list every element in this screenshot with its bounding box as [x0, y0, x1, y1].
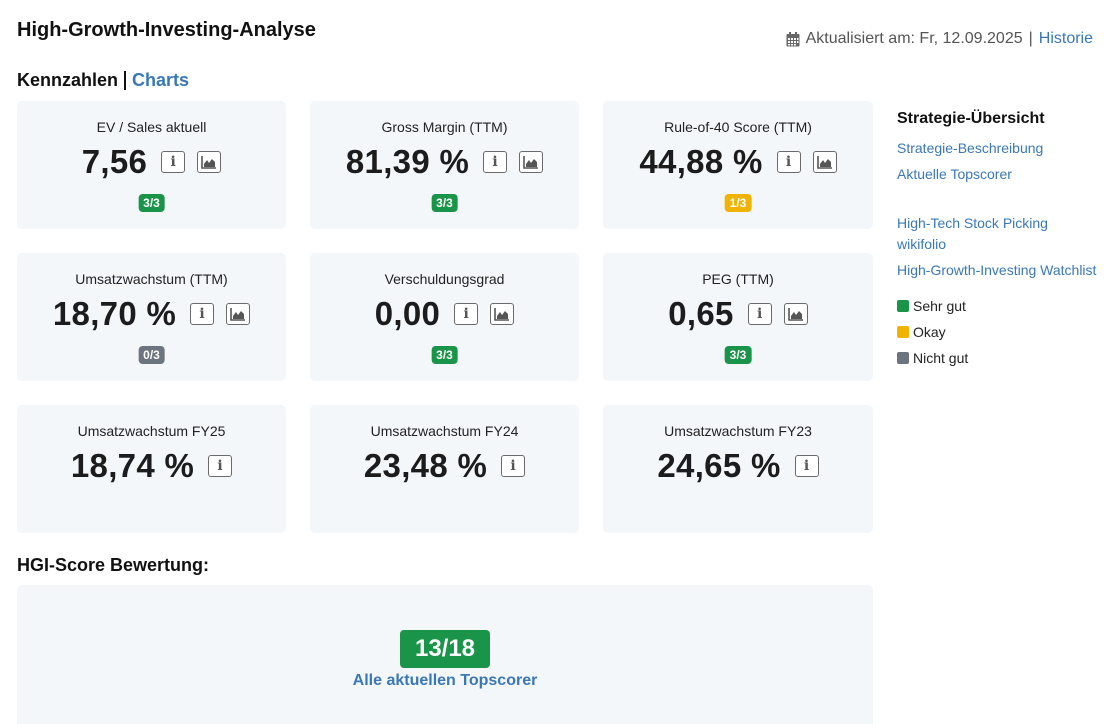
info-icon[interactable]: i [501, 455, 526, 477]
metric-label: EV / Sales aktuell [96, 119, 207, 135]
chart-icon[interactable] [519, 151, 544, 173]
legend-label: Sehr gut [913, 298, 966, 314]
metric-card: Verschuldungsgrad 0,00 i 3/3 [310, 253, 579, 381]
sidebar-title: Strategie-Übersicht [897, 110, 1045, 127]
watchlist-link[interactable]: High-Growth-Investing Watchlist [897, 262, 1097, 278]
chart-icon[interactable] [812, 151, 837, 173]
metric-value: 7,56 [81, 143, 148, 180]
metric-value: 24,65 % [657, 447, 781, 484]
score-badge: 1/3 [724, 194, 752, 212]
metric-label: Umsatzwachstum FY23 [664, 423, 812, 439]
score-badge: 0/3 [138, 346, 165, 364]
metric-card: Umsatzwachstum FY24 23,48 % i [310, 405, 579, 533]
metric-card: Umsatzwachstum FY23 24,65 % i [603, 405, 873, 533]
legend-item: Sehr gut [897, 293, 1097, 319]
hgi-score-title: HGI-Score Bewertung: [17, 555, 210, 575]
info-icon[interactable]: i [483, 151, 508, 173]
legend-label: Nicht gut [913, 350, 969, 366]
info-icon[interactable]: i [208, 455, 233, 477]
metric-value: 0,65 [668, 295, 734, 332]
metric-label: Verschuldungsgrad [384, 271, 505, 287]
metric-value: 44,88 % [639, 143, 763, 180]
metric-value: 18,70 % [52, 295, 177, 332]
legend-swatch [897, 326, 909, 338]
separator: | [1028, 30, 1033, 47]
chart-icon[interactable] [490, 303, 515, 325]
hgi-score-badge: 13/18 [400, 630, 490, 668]
metric-cards: EV / Sales aktuell 7,56 i 3/3 Gross Margin (… [17, 101, 873, 533]
strategy-description-link[interactable]: Strategie-Beschreibung [897, 140, 1044, 156]
metric-label: Rule-of-40 Score (TTM) [664, 119, 812, 135]
page-title: High-Growth-Investing-Analyse [17, 19, 316, 41]
metric-card: Rule-of-40 Score (TTM) 44,88 % i 1/3 [603, 101, 873, 229]
all-topscorer-link[interactable]: Alle aktuellen Topscorer [352, 672, 538, 689]
info-icon[interactable]: i [747, 303, 772, 325]
last-updated: Aktualisiert am: Fr, 12.09.2025 | Histor… [786, 30, 1093, 48]
chart-icon[interactable] [226, 303, 251, 325]
metric-label: Umsatzwachstum FY24 [370, 423, 519, 439]
legend-swatch [897, 300, 909, 312]
info-icon[interactable]: i [454, 303, 479, 325]
score-badge: 3/3 [431, 346, 458, 364]
metric-value: 23,48 % [363, 447, 488, 484]
metric-value: 81,39 % [345, 143, 470, 180]
legend-swatch [897, 352, 909, 364]
metric-label: Umsatzwachstum (TTM) [75, 271, 228, 287]
metric-card: EV / Sales aktuell 7,56 i 3/3 [17, 101, 286, 229]
metric-card: Umsatzwachstum (TTM) 18,70 % i 0/3 [17, 253, 286, 381]
updated-label: Aktualisiert am: Fr, 12.09.2025 [805, 30, 1023, 47]
score-badge: 3/3 [431, 194, 458, 212]
tab-kennzahlen: Kennzahlen [17, 70, 119, 90]
info-icon[interactable]: i [794, 455, 819, 477]
chart-icon[interactable] [783, 303, 808, 325]
info-icon[interactable]: i [776, 151, 801, 173]
metric-card: Gross Margin (TTM) 81,39 % i 3/3 [310, 101, 579, 229]
metric-label: PEG (TTM) [702, 271, 774, 287]
metric-card: Umsatzwachstum FY25 18,74 % i [17, 405, 286, 533]
strategy-sidebar: Strategie-Übersicht Strategie-Beschreibu… [897, 108, 1097, 371]
score-badge: 3/3 [724, 346, 752, 364]
info-icon[interactable]: i [161, 151, 186, 173]
calendar-icon [786, 31, 800, 46]
legend-item: Okay [897, 319, 1097, 345]
section-nav: Kennzahlen Charts [17, 70, 189, 91]
legend-label: Okay [913, 324, 946, 340]
history-link[interactable]: Historie [1038, 30, 1093, 47]
chart-icon[interactable] [197, 151, 222, 173]
metric-value: 18,74 % [70, 447, 195, 484]
metric-label: Gross Margin (TTM) [381, 119, 508, 135]
tab-charts[interactable]: Charts [132, 70, 190, 90]
metric-card: PEG (TTM) 0,65 i 3/3 [603, 253, 873, 381]
wikifolio-link[interactable]: High-Tech Stock Picking wikifolio [897, 215, 1048, 252]
legend-item: Nicht gut [897, 345, 1097, 371]
metric-label: Umsatzwachstum FY25 [77, 423, 226, 439]
score-badge: 3/3 [138, 194, 165, 212]
current-topscorer-link[interactable]: Aktuelle Topscorer [897, 166, 1012, 182]
legend: Sehr gut Okay Nicht gut [897, 293, 1097, 371]
metric-value: 0,00 [374, 295, 441, 332]
divider [124, 71, 127, 90]
info-icon[interactable]: i [190, 303, 215, 325]
